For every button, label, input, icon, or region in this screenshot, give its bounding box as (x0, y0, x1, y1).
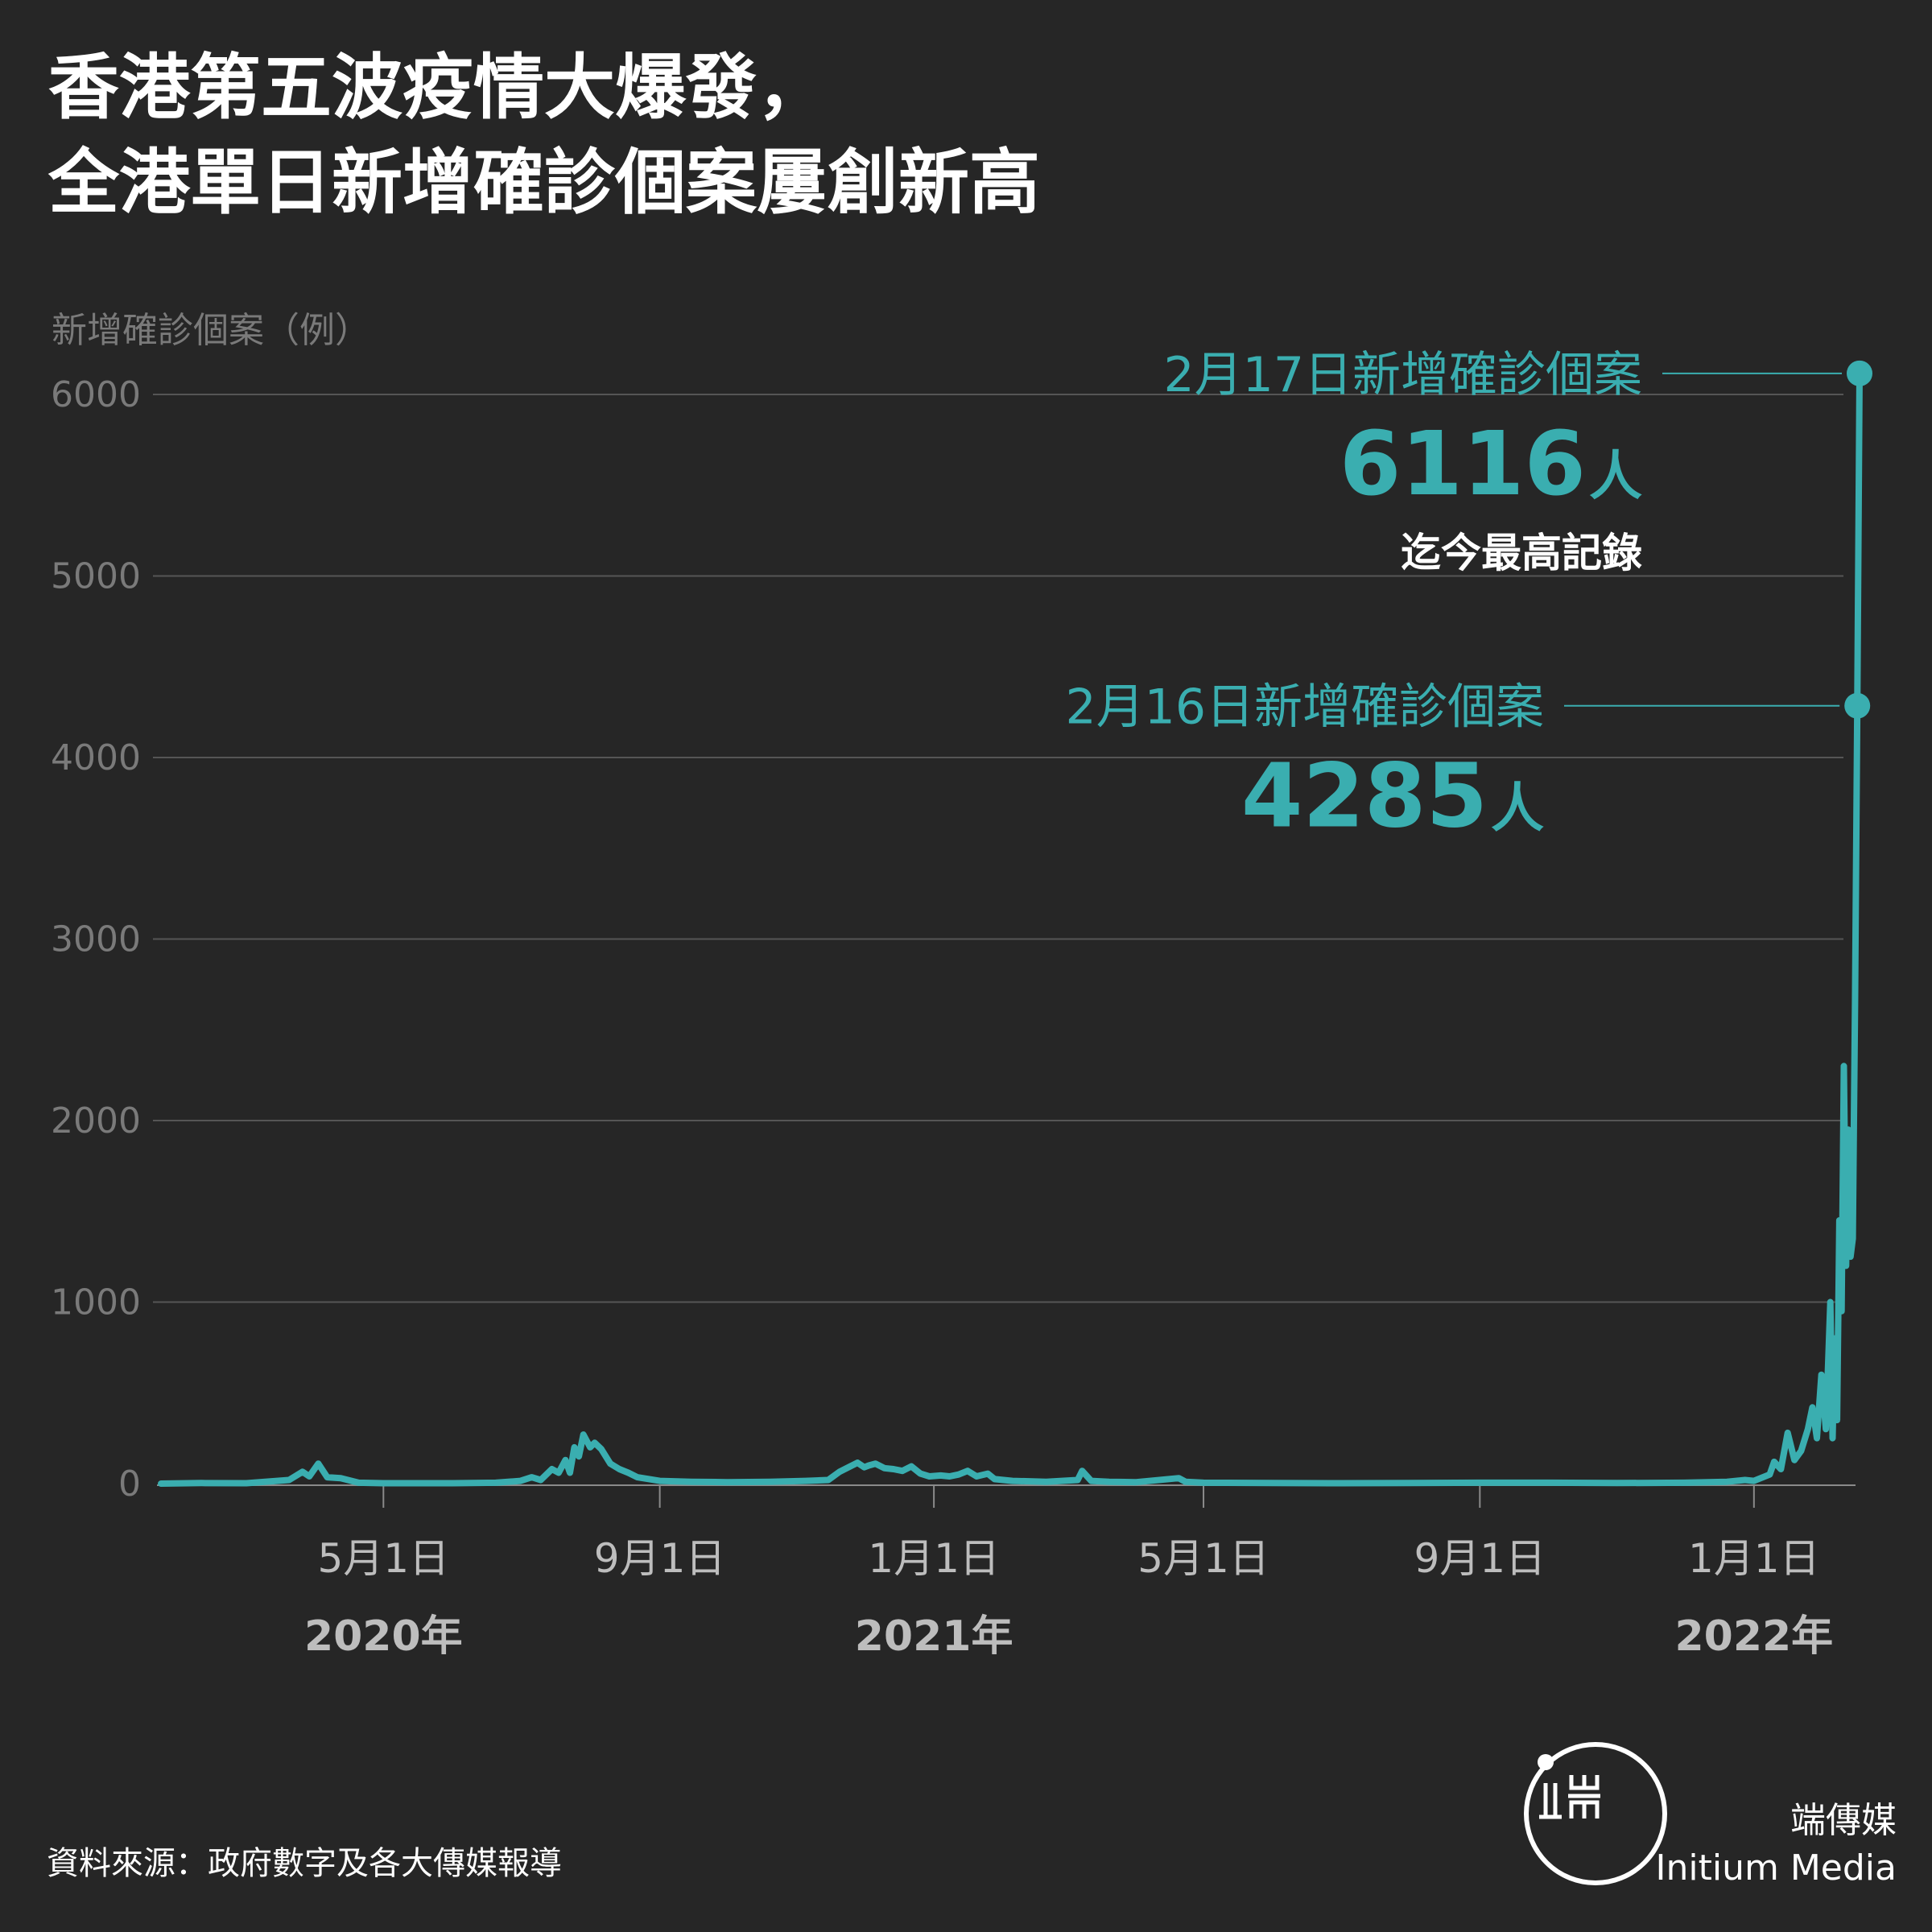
annotation-point (1844, 692, 1871, 719)
y-axis-label: 新增確診個案（例） (52, 310, 370, 351)
y-tick-label: 3000 (51, 919, 141, 960)
annotation-note: 迄今最高記錄 (1401, 530, 1642, 576)
x-year-label: 2021年 (855, 1612, 1013, 1661)
y-tick-label: 5000 (51, 556, 141, 597)
x-tick-label: 1月1日 (868, 1535, 1000, 1582)
title-line-2: 全港單日新增確診個案屢創新高 (48, 141, 1041, 224)
annotation-label: 2月16日新增確診個案 (1065, 679, 1544, 736)
y-tick-label: 4000 (51, 737, 141, 778)
y-tick-label: 0 (118, 1463, 141, 1505)
x-tick-label: 1月1日 (1688, 1535, 1820, 1582)
initium-logo-icon (1524, 1742, 1667, 1885)
y-tick-label: 2000 (51, 1100, 141, 1141)
line-chart: 新增確診個案（例） 0 1000 2000 3000 4000 5000 6000 5月1日 9… (51, 310, 1872, 1661)
chart-title: 香港第五波疫情大爆發， 全港單日新增確診個案屢創新高 (48, 40, 1819, 230)
annotation-point (1847, 360, 1872, 386)
x-tick-label: 5月1日 (1137, 1535, 1269, 1582)
x-year-label: 2022年 (1674, 1612, 1833, 1661)
y-tick-label: 6000 (51, 374, 141, 415)
series-line (158, 369, 1863, 1487)
annotation-value: 6116人 (1340, 412, 1642, 515)
brand-name-en: Initium Media (1655, 1847, 1897, 1889)
brand-name-zh: 端傳媒 (1790, 1800, 1897, 1841)
title-line-1: 香港第五波疫情大爆發， (48, 46, 828, 129)
annotation-label: 2月17日新增確診個案 (1163, 347, 1642, 403)
source-note: 資料來源：政府數字及各大傳媒報導 (47, 1845, 562, 1882)
x-tick-label: 9月1日 (594, 1535, 726, 1582)
x-year-label: 2020年 (304, 1612, 463, 1661)
y-tick-label: 1000 (51, 1282, 141, 1323)
x-tick-label: 9月1日 (1414, 1535, 1546, 1582)
annotation-value: 4285人 (1241, 745, 1544, 848)
x-tick-label: 5月1日 (317, 1535, 449, 1582)
